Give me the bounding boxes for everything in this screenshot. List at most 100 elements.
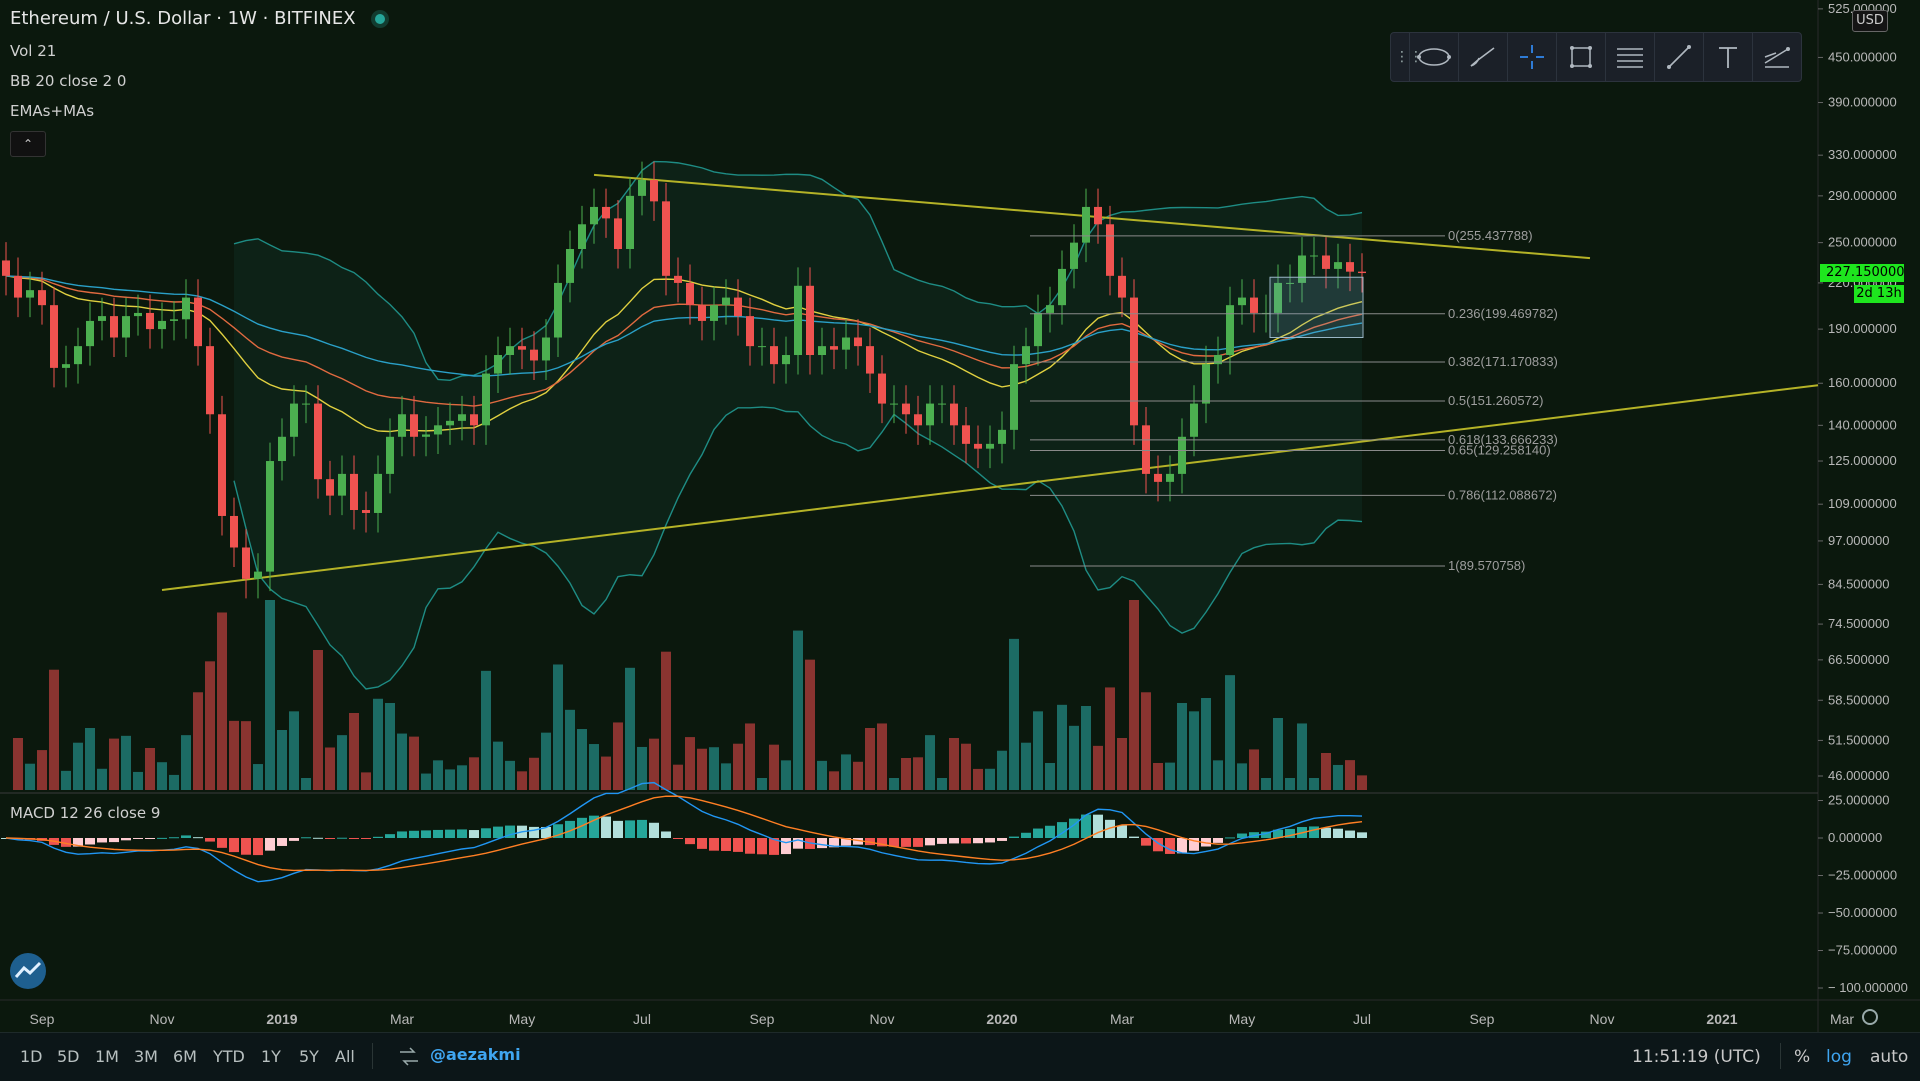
volume-bar — [937, 778, 947, 790]
time-tick-label: Sep — [1470, 1011, 1495, 1027]
trend-line-tool-button[interactable] — [1654, 33, 1703, 81]
macd-histogram-bar — [793, 838, 803, 849]
ellipse-icon — [1417, 48, 1451, 66]
volume-bar — [973, 768, 983, 790]
indicator-volume[interactable]: Vol 21 — [10, 42, 57, 60]
macd-histogram-bar — [961, 838, 971, 844]
range-1m-button[interactable]: 1M — [95, 1047, 119, 1066]
candle-body — [842, 337, 850, 350]
macd-histogram-bar — [613, 820, 623, 838]
time-tick-label: Mar — [1110, 1011, 1134, 1027]
compare-icon[interactable] — [398, 1047, 420, 1067]
symbol-title-text: Ethereum / U.S. Dollar · 1W · BITFINEX — [10, 8, 356, 29]
macd-histogram-bar — [1057, 822, 1067, 838]
time-tick-label: Sep — [30, 1011, 55, 1027]
volume-bar — [853, 761, 863, 790]
candle-body — [734, 297, 742, 317]
volume-bar — [1237, 763, 1247, 790]
macd-histogram-bar — [781, 838, 791, 855]
macd-histogram-bar — [577, 817, 587, 838]
percent-scale-toggle[interactable]: % — [1794, 1047, 1811, 1067]
volume-bar — [1321, 753, 1331, 790]
candle-body — [446, 420, 454, 426]
price-tick-label: 250.000000 — [1828, 235, 1897, 250]
volume-bar — [1261, 778, 1271, 790]
range-ytd-button[interactable]: YTD — [213, 1047, 245, 1066]
volume-bar — [481, 670, 491, 790]
collapse-legend-button[interactable]: ⌃ — [10, 131, 46, 157]
tradingview-logo[interactable] — [10, 953, 46, 989]
candle-body — [902, 403, 910, 415]
candle-body — [1214, 355, 1222, 365]
volume-bar — [349, 713, 359, 790]
macd-histogram-bar — [949, 838, 959, 844]
fib-level-label: 1(89.570758) — [1448, 558, 1525, 573]
candle-body — [554, 282, 562, 338]
volume-bar — [721, 763, 731, 790]
range-3m-button[interactable]: 3M — [134, 1047, 158, 1066]
volume-bar — [469, 757, 479, 790]
volume-bar — [1273, 718, 1283, 790]
candle-body — [50, 305, 58, 368]
auto-scale-toggle[interactable]: auto — [1870, 1047, 1909, 1067]
macd-histogram-bar — [73, 838, 83, 847]
range-5y-button[interactable]: 5Y — [299, 1047, 319, 1066]
candle-body — [230, 515, 238, 548]
path-tool-button[interactable] — [1752, 33, 1801, 81]
candle-body — [206, 346, 214, 415]
volume-bar — [637, 746, 647, 790]
volume-bar — [313, 650, 323, 790]
macd-histogram-bar — [325, 838, 335, 839]
rectangle-tool-button[interactable] — [1556, 33, 1605, 81]
range-6m-button[interactable]: 6M — [173, 1047, 197, 1066]
indicator-emas[interactable]: EMAs+MAs — [10, 102, 95, 120]
candle-body — [962, 425, 970, 444]
time-tick-label: 2020 — [986, 1011, 1017, 1027]
candle-body — [854, 337, 862, 347]
volume-bar — [193, 692, 203, 790]
candle-body — [1226, 305, 1234, 356]
macd-histogram-bar — [625, 820, 635, 838]
range-1y-button[interactable]: 1Y — [261, 1047, 281, 1066]
macd-histogram-bar — [1345, 830, 1355, 838]
username-link[interactable]: @aezakmi — [430, 1045, 521, 1064]
brush-tool-button[interactable] — [1458, 33, 1507, 81]
candle-body — [722, 297, 730, 306]
candle-body — [26, 290, 34, 298]
ellipse-tool-button[interactable] — [1409, 33, 1458, 81]
time-tick-label: Jul — [1353, 1011, 1371, 1027]
drag-handle-icon[interactable]: ⋮⋮ — [1395, 49, 1423, 65]
fib-retracement-tool-button[interactable] — [1605, 33, 1654, 81]
volume-bar — [73, 742, 83, 790]
macd-histogram-bar — [349, 838, 359, 839]
range-all-button[interactable]: All — [335, 1047, 355, 1066]
volume-bar — [493, 741, 503, 790]
range-1d-button[interactable]: 1D — [20, 1047, 43, 1066]
volume-bar — [613, 722, 623, 790]
currency-badge[interactable]: USD — [1852, 10, 1888, 32]
settings-gear-icon[interactable] — [1862, 1009, 1878, 1025]
volume-bar — [1165, 762, 1175, 790]
indicator-bollinger[interactable]: BB 20 close 2 0 — [10, 72, 127, 90]
candle-body — [650, 179, 658, 202]
macd-histogram-bar — [985, 838, 995, 843]
volume-bar — [1117, 738, 1127, 790]
volume-bar — [1249, 749, 1259, 790]
candle-body — [458, 414, 466, 421]
candle-body — [74, 346, 82, 365]
volume-bar — [1345, 760, 1355, 790]
candle-body — [566, 249, 574, 283]
range-5d-button[interactable]: 5D — [57, 1047, 80, 1066]
symbol-title[interactable]: Ethereum / U.S. Dollar · 1W · BITFINEX — [10, 8, 386, 29]
log-scale-toggle[interactable]: log — [1826, 1047, 1852, 1067]
utc-clock[interactable]: 11:51:19 (UTC) — [1632, 1047, 1761, 1067]
candle-body — [434, 425, 442, 435]
candle-body — [350, 473, 358, 511]
candle-body — [1010, 364, 1018, 430]
crosshair-tool-button[interactable] — [1507, 33, 1556, 81]
price-tick-label: 160.000000 — [1828, 375, 1897, 390]
macd-histogram-bar — [721, 838, 731, 851]
text-tool-button[interactable] — [1703, 33, 1752, 81]
macd-histogram-bar — [601, 816, 611, 838]
